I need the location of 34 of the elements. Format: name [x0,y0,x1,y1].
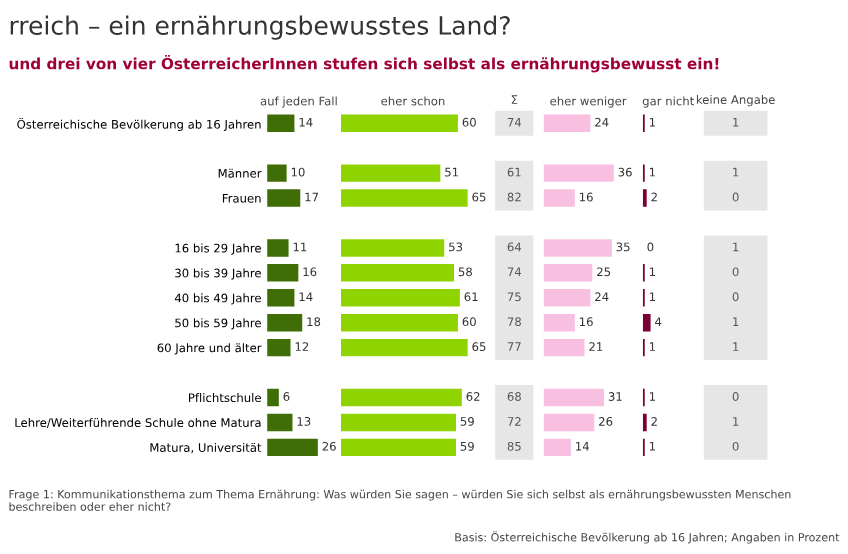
bar [543,164,614,182]
bar [340,239,445,257]
bar [340,114,458,132]
bar [543,289,591,307]
bar [543,438,571,457]
bar [340,388,462,407]
bar [340,189,468,207]
bar [267,338,291,357]
bar [543,338,585,357]
bar [267,313,303,332]
bar [340,313,458,332]
bar [543,189,575,207]
chart-title: rreich – ein ernährungsbewusstes Land? [10,15,510,40]
bar [267,438,318,457]
bar [267,264,299,282]
bar [267,189,301,207]
bar [543,313,575,332]
bar [267,413,293,432]
bar [340,438,456,457]
bar [543,413,595,432]
bar [543,264,593,282]
bar [340,164,441,182]
bar [543,239,612,257]
bar [340,264,455,282]
bar [340,338,468,357]
bar [267,289,295,307]
bar [267,164,287,182]
bar [543,388,605,407]
bar [340,413,456,432]
bar [267,114,295,132]
bar [267,239,289,257]
bar [340,289,460,307]
bar [543,114,591,132]
bar [267,388,279,407]
